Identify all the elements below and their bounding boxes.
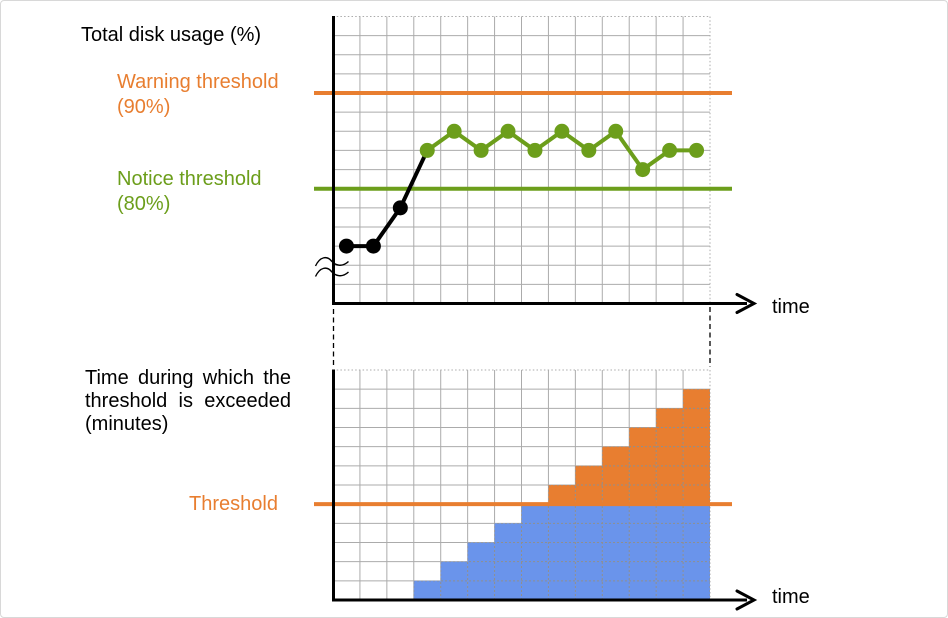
top-chart-axes	[332, 16, 758, 314]
bar-below-threshold	[548, 504, 576, 600]
y-axis-break-squiggle	[314, 256, 349, 277]
warning-threshold-text: Warning threshold	[117, 71, 279, 93]
bottom-chart-title-line3: (minutes)	[85, 413, 169, 435]
bar-below-threshold	[413, 580, 441, 600]
warning-threshold-label: Warning threshold (90%)	[117, 70, 279, 120]
bottom-x-axis-label: time	[772, 586, 810, 608]
bottom-chart-axes	[332, 369, 758, 611]
notice-threshold-value: (80%)	[117, 193, 171, 215]
bar-below-threshold	[683, 504, 710, 600]
bar-below-threshold	[521, 504, 549, 600]
chart-connector-lines	[332, 307, 711, 367]
bar-below-threshold	[602, 504, 630, 600]
warning-threshold-value: (90%)	[117, 96, 171, 118]
top-chart-title: Total disk usage (%)	[81, 24, 262, 46]
bar-below-threshold	[467, 542, 495, 600]
bar-above-threshold	[656, 408, 684, 505]
exceeded-time-bars	[413, 389, 710, 600]
bottom-chart-title-line2: threshold is exceeded	[85, 390, 291, 412]
bottom-chart-title: Time during which the threshold is excee…	[85, 367, 291, 436]
bar-above-threshold	[602, 446, 630, 505]
notice-threshold-label: Notice threshold (80%)	[117, 167, 262, 217]
bottom-threshold-label: Threshold	[189, 493, 278, 515]
bar-above-threshold	[548, 485, 576, 505]
disk-usage-line-series	[338, 123, 705, 254]
bar-below-threshold	[629, 504, 657, 600]
top-x-axis-label: time	[772, 296, 810, 318]
notice-threshold-text: Notice threshold	[117, 168, 262, 190]
top-grid	[333, 16, 711, 304]
bottom-chart-title-line1: Time during which the	[85, 367, 291, 389]
bar-below-threshold	[656, 504, 684, 600]
bar-below-threshold	[575, 504, 603, 600]
